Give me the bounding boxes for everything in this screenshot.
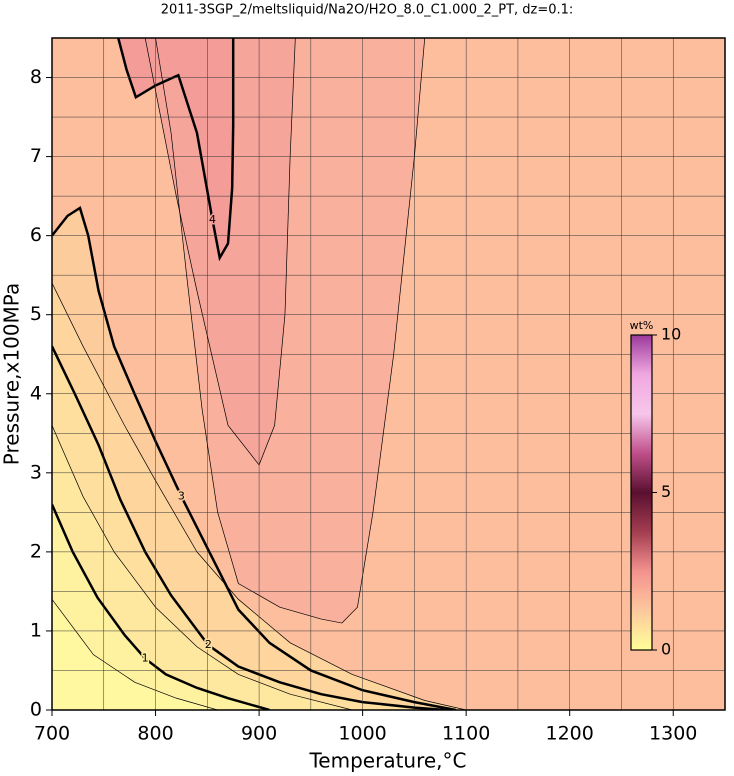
contour-line xyxy=(52,599,218,710)
colorbar-tick-label: 10 xyxy=(661,325,681,344)
contour-fill xyxy=(52,599,218,710)
contour-line xyxy=(52,282,467,710)
y-tick-label: 8 xyxy=(30,66,42,88)
contour-fill xyxy=(52,504,270,710)
x-tick-label: 800 xyxy=(137,723,173,745)
x-tick-label: 900 xyxy=(241,723,277,745)
x-tick-label: 1200 xyxy=(546,723,594,745)
contour-line xyxy=(155,38,426,624)
chart-title: 2011-3SGP_2/meltsliquid/Na2O/H2O_8.0_C1.… xyxy=(161,3,574,18)
colorbar-tick-label: 0 xyxy=(661,640,671,659)
x-tick-label: 700 xyxy=(34,723,70,745)
contour-fill xyxy=(118,38,234,258)
x-tick-label: 1300 xyxy=(649,723,697,745)
y-tick-label: 6 xyxy=(30,224,42,246)
contour-label: 3 xyxy=(178,490,185,503)
x-tick-label: 1000 xyxy=(338,723,386,745)
plot-frame xyxy=(51,37,726,711)
y-axis-label: Pressure,x100MPa xyxy=(0,283,24,465)
contour-line xyxy=(52,425,353,710)
y-tick-label: 2 xyxy=(30,540,42,562)
contour-label: 4 xyxy=(209,213,216,226)
y-tick-label: 3 xyxy=(30,461,42,483)
contour-line xyxy=(52,206,457,710)
x-axis-label: Temperature,°C xyxy=(308,749,466,773)
plot-area: 4 3 2 1 xyxy=(52,38,725,710)
y-tick-label: 0 xyxy=(30,699,42,721)
y-tick-label: 1 xyxy=(30,619,42,641)
contour-line xyxy=(117,38,235,262)
contour-label: 2 xyxy=(205,638,212,651)
x-tick-label: 1100 xyxy=(442,723,490,745)
y-tick-label: 7 xyxy=(30,145,42,167)
contour-line xyxy=(52,503,270,710)
contour-label: 1 xyxy=(142,652,149,665)
colorbar-tick-label: 5 xyxy=(661,482,671,501)
y-tick-label: 5 xyxy=(30,303,42,325)
colorbar-label: wt% xyxy=(630,319,654,332)
y-tick-label: 4 xyxy=(30,382,42,404)
colorbar xyxy=(630,334,653,651)
